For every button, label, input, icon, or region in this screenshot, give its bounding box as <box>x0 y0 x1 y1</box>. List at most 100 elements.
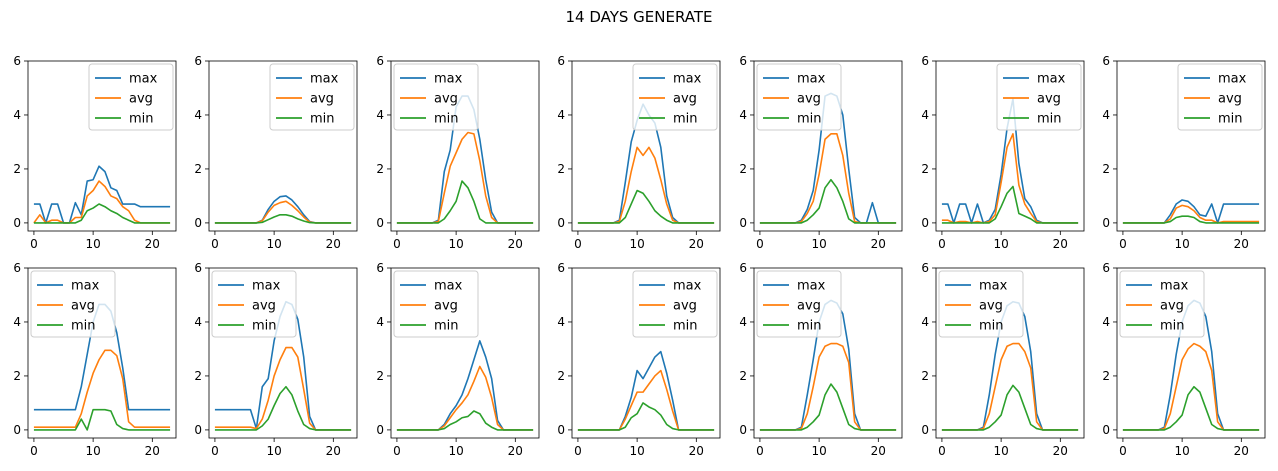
y-tick-label: 6 <box>376 54 384 68</box>
series-line-avg <box>941 342 1079 431</box>
y-tick-label: 0 <box>13 423 21 437</box>
x-tick-label: 20 <box>1053 237 1068 251</box>
legend-label-avg: avg <box>797 299 821 314</box>
y-tick-label: 0 <box>376 216 384 230</box>
x-tick-label: 0 <box>1119 237 1127 251</box>
x-tick-label: 0 <box>393 237 401 251</box>
x-tick-label: 10 <box>629 444 644 458</box>
legend-label-max: max <box>673 279 702 294</box>
x-tick-label: 20 <box>1053 444 1068 458</box>
legend-box <box>393 270 479 338</box>
legend-label-max: max <box>1037 72 1066 87</box>
y-tick-label: 0 <box>921 423 929 437</box>
y-tick-label: 2 <box>376 162 384 176</box>
legend-label-avg: avg <box>673 92 697 107</box>
x-tick-label: 20 <box>326 237 341 251</box>
legend: max avg min <box>211 270 297 338</box>
y-tick-label: 4 <box>194 108 202 122</box>
legend-box <box>632 270 718 338</box>
y-tick-label: 2 <box>13 162 21 176</box>
y-tick-label: 6 <box>1102 54 1110 68</box>
legend-box <box>211 270 297 338</box>
y-tick-label: 0 <box>557 216 565 230</box>
axes-frame <box>571 267 721 439</box>
y-tick-label: 0 <box>739 423 747 437</box>
series-line-min <box>33 408 171 431</box>
axes-frame <box>208 60 358 232</box>
legend-label-avg: avg <box>71 299 95 314</box>
series-line-min <box>33 203 171 224</box>
y-tick-label: 4 <box>921 315 929 329</box>
series-line-avg <box>214 346 352 431</box>
legend-label-max: max <box>252 279 281 294</box>
legend-label-min: min <box>673 319 698 334</box>
x-tick-label: 0 <box>756 237 764 251</box>
legend-box <box>996 63 1082 131</box>
legend-label-min: min <box>1218 112 1243 127</box>
legend-label-avg: avg <box>673 299 697 314</box>
legend-label-max: max <box>434 72 463 87</box>
y-tick-label: 0 <box>1102 216 1110 230</box>
subplot-1: 0 2 4 6 0 10 20 max avg min <box>13 54 177 251</box>
subplot-7: 0 2 4 6 0 10 20 max avg min <box>1102 54 1266 251</box>
y-tick-label: 0 <box>557 423 565 437</box>
subplot-3: 0 2 4 6 0 10 20 max avg min <box>376 54 540 251</box>
axes-frame <box>935 267 1085 439</box>
series-line-min <box>577 189 715 224</box>
series-line-avg <box>214 200 352 224</box>
legend: max avg min <box>269 63 355 131</box>
y-tick-label: 4 <box>739 315 747 329</box>
series-line-max <box>1122 199 1260 224</box>
subplot-5: 0 2 4 6 0 10 20 max avg min <box>739 54 903 251</box>
legend: max avg min <box>938 270 1024 338</box>
y-tick-label: 0 <box>739 216 747 230</box>
legend-label-max: max <box>673 72 702 87</box>
x-tick-label: 20 <box>1234 444 1249 458</box>
legend-label-avg: avg <box>252 299 276 314</box>
series-line-avg <box>577 146 715 224</box>
axes-frame <box>390 267 540 439</box>
x-tick-label: 10 <box>266 237 281 251</box>
axes-frame <box>753 60 903 232</box>
x-tick-label: 10 <box>1174 444 1189 458</box>
legend-label-avg: avg <box>129 92 153 107</box>
y-tick-label: 6 <box>739 261 747 275</box>
x-tick-label: 20 <box>508 237 523 251</box>
legend-box <box>269 63 355 131</box>
x-tick-label: 20 <box>326 444 341 458</box>
series-line-min <box>577 402 715 431</box>
y-tick-label: 4 <box>1102 315 1110 329</box>
x-tick-label: 20 <box>689 444 704 458</box>
y-tick-label: 0 <box>13 216 21 230</box>
y-tick-label: 6 <box>557 54 565 68</box>
x-tick-label: 0 <box>211 444 219 458</box>
y-tick-label: 0 <box>376 423 384 437</box>
x-tick-label: 0 <box>1119 444 1127 458</box>
series-line-min <box>396 180 534 224</box>
legend-box <box>938 270 1024 338</box>
x-tick-label: 10 <box>629 237 644 251</box>
legend-label-avg: avg <box>797 92 821 107</box>
legend: max avg min <box>756 63 842 131</box>
axes-frame <box>935 60 1085 232</box>
x-tick-label: 10 <box>993 237 1008 251</box>
legend-label-avg: avg <box>979 299 1003 314</box>
legend-label-min: min <box>434 112 459 127</box>
subplot-8: 0 2 4 6 0 10 20 max avg min <box>13 261 177 458</box>
y-tick-label: 4 <box>376 315 384 329</box>
legend: max avg min <box>1177 63 1263 131</box>
x-tick-label: 10 <box>811 237 826 251</box>
subplot-6: 0 2 4 6 0 10 20 max avg min <box>921 54 1085 251</box>
series-line-min <box>1122 385 1260 431</box>
legend-label-max: max <box>129 72 158 87</box>
x-tick-label: 0 <box>938 444 946 458</box>
legend-label-min: min <box>1160 319 1185 334</box>
series-line-max <box>33 165 171 224</box>
y-tick-label: 4 <box>376 108 384 122</box>
y-tick-label: 2 <box>194 369 202 383</box>
y-tick-label: 4 <box>13 108 21 122</box>
series-line-avg <box>33 180 171 224</box>
series-line-avg <box>1122 342 1260 431</box>
legend-label-min: min <box>797 112 822 127</box>
y-tick-label: 6 <box>13 261 21 275</box>
